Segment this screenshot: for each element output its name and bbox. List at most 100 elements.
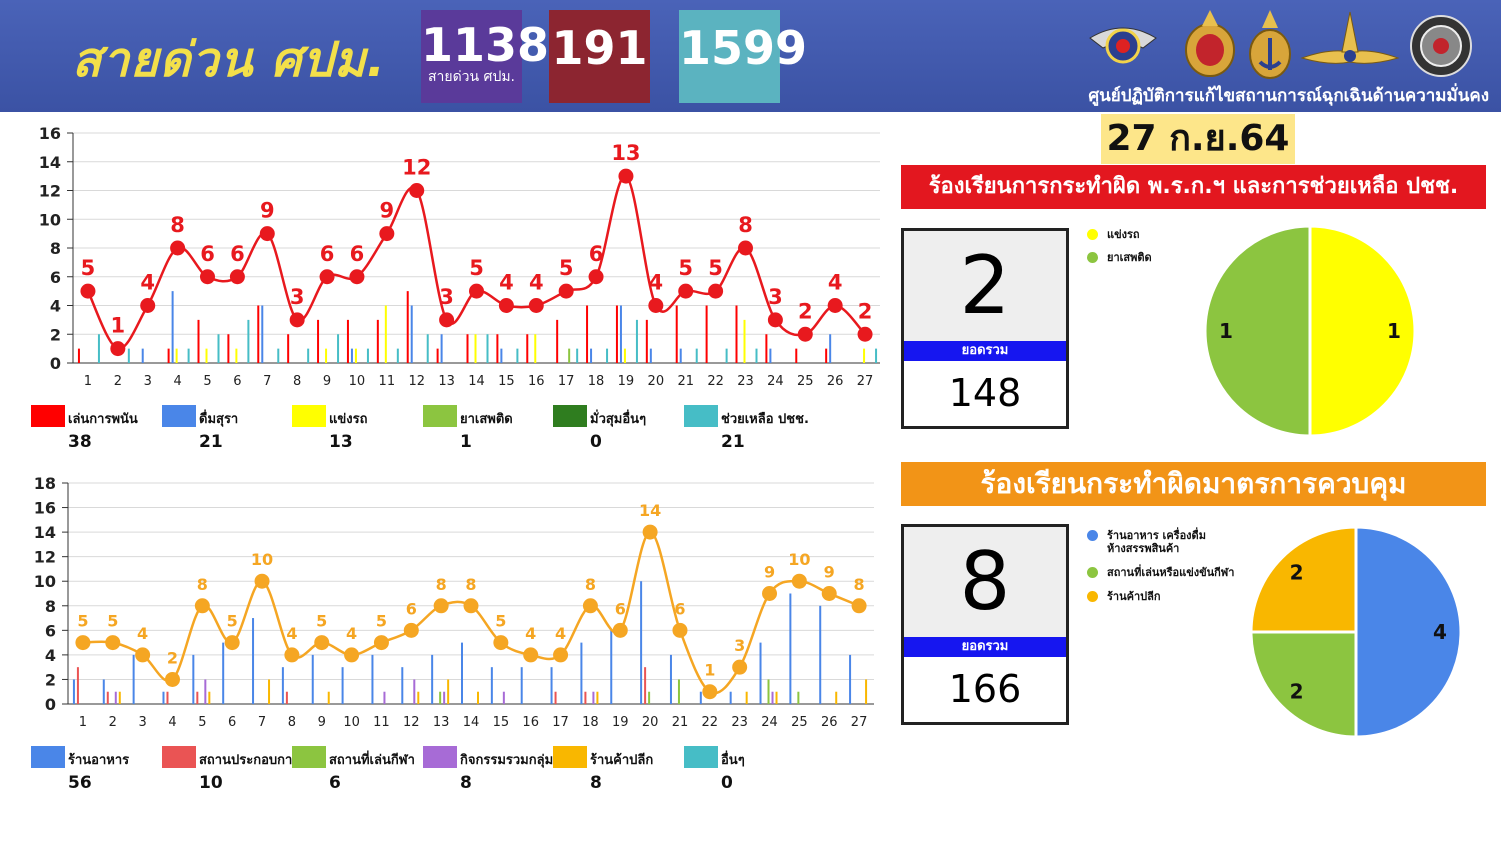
bar [417, 691, 420, 704]
bar [486, 334, 489, 363]
bar [556, 319, 559, 363]
bar [835, 691, 838, 704]
legend-count: 8 [460, 773, 472, 793]
x-tick-label: 16 [522, 715, 539, 730]
data-point [762, 586, 778, 601]
hotline-1599-box: 1599 [679, 10, 808, 103]
x-tick-label: 11 [379, 374, 396, 388]
data-point [553, 647, 569, 663]
bar [410, 305, 413, 363]
bar [648, 691, 651, 704]
bar [584, 691, 587, 704]
bar [725, 348, 728, 363]
data-label: 4 [346, 624, 357, 643]
data-point [588, 269, 604, 285]
total-label: ยอดรวม [904, 637, 1066, 657]
data-point [164, 671, 180, 687]
bar [384, 305, 387, 363]
x-tick-label: 13 [438, 374, 455, 388]
bar [568, 348, 571, 363]
bar [502, 691, 505, 704]
data-point [797, 326, 813, 342]
bar [767, 679, 770, 704]
bar [677, 679, 680, 704]
x-tick-label: 23 [731, 715, 748, 730]
bar [695, 348, 698, 363]
legend-label: ร้านค้าปลีก [590, 753, 654, 768]
bar [287, 334, 290, 363]
bar [204, 679, 207, 704]
data-label: 8 [436, 575, 447, 594]
data-point [493, 635, 509, 651]
data-point [403, 622, 419, 638]
bar [192, 654, 195, 704]
bar [337, 334, 340, 363]
x-tick-label: 7 [258, 715, 266, 730]
x-tick-label: 5 [203, 374, 211, 388]
bar [187, 348, 190, 363]
legend-count: 8 [590, 773, 602, 793]
data-label: 10 [788, 550, 810, 569]
bar [443, 691, 446, 704]
bar [127, 348, 130, 363]
legend-swatch [423, 746, 457, 768]
data-label: 9 [260, 199, 275, 223]
y-tick-label: 12 [39, 182, 61, 201]
hotline-number: 1599 [679, 21, 808, 75]
x-tick-label: 8 [288, 715, 296, 730]
data-point [433, 598, 449, 614]
bar [205, 348, 208, 363]
y-tick-label: 2 [45, 670, 56, 689]
data-label: 1 [704, 661, 715, 680]
x-tick-label: 7 [263, 374, 271, 388]
x-tick-label: 3 [144, 374, 152, 388]
data-label: 3 [439, 285, 454, 309]
bar [281, 667, 284, 704]
legend-label-line2: ห้างสรรพสินค้า [1107, 542, 1180, 555]
section1-kpi-box: 2 ยอดรวม 148 [901, 228, 1069, 429]
bar [759, 642, 762, 704]
data-point [194, 598, 210, 614]
data-point [110, 341, 126, 357]
x-tick-label: 22 [707, 374, 724, 388]
bar [679, 348, 682, 363]
bar [166, 691, 169, 704]
bar [413, 679, 416, 704]
data-label: 2 [858, 299, 873, 323]
data-point [678, 283, 694, 299]
bar [534, 334, 537, 363]
legend-count: 6 [329, 773, 341, 793]
data-point [344, 647, 360, 663]
bar [699, 691, 702, 704]
bar [325, 348, 328, 363]
x-tick-label: 27 [857, 374, 874, 388]
bar [496, 334, 499, 363]
legend-swatch [162, 405, 196, 427]
section2-kpi-box: 8 ยอดรวม 166 [901, 524, 1069, 725]
data-label: 5 [81, 256, 96, 280]
data-label: 4 [555, 624, 566, 643]
legend-swatch [684, 746, 718, 768]
legend-label: ยาเสพติด [460, 412, 513, 427]
y-tick-label: 18 [34, 474, 56, 493]
data-point [289, 312, 305, 328]
bar [436, 348, 439, 363]
data-label: 5 [708, 256, 723, 280]
bar [795, 348, 798, 363]
pie2-legend-item: ร้านอาหาร เครื่องดื่ม ห้างสรรพสินค้า [1087, 529, 1247, 557]
x-tick-label: 8 [293, 374, 301, 388]
bar [520, 667, 523, 704]
legend-label: สถานที่เล่นกีฬา [329, 753, 415, 768]
navy-anchor-emblem-icon [1249, 10, 1291, 79]
x-tick-label: 27 [851, 715, 868, 730]
bar [277, 348, 280, 363]
pie-chart-racing-drugs: 11 [1203, 224, 1417, 438]
legend-count: 0 [590, 432, 602, 452]
legend-swatch [292, 405, 326, 427]
data-point [857, 326, 873, 342]
data-label: 4 [286, 624, 297, 643]
pie1-legend-item: แข่งรถ [1087, 228, 1187, 242]
bar [252, 618, 255, 704]
x-tick-label: 18 [582, 715, 599, 730]
bar [171, 291, 174, 363]
